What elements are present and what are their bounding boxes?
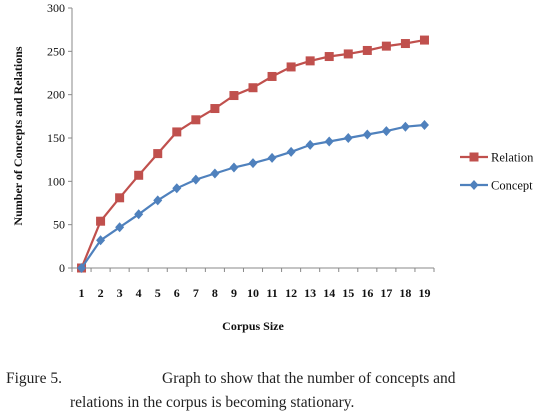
x-tick-label: 13 [304, 286, 316, 300]
y-tick-label: 300 [47, 1, 65, 15]
concept-point [419, 120, 429, 130]
relation-point [229, 91, 239, 101]
x-tick-label: 7 [193, 286, 199, 300]
relation-point [248, 83, 258, 93]
x-axis-title: Corpus Size [222, 319, 284, 333]
x-tick-label: 4 [136, 286, 142, 300]
relation-point [96, 216, 106, 226]
relation-point [153, 149, 163, 159]
concept-point [134, 209, 144, 220]
concept-point [343, 133, 353, 143]
x-tick-label: 15 [342, 286, 354, 300]
x-tick-label: 10 [247, 286, 259, 300]
relation-point [400, 39, 410, 49]
legend: Relation Concept [460, 151, 534, 193]
x-tick-label: 11 [266, 286, 277, 300]
y-tick-label: 150 [47, 131, 65, 145]
x-tick-label: 5 [155, 286, 161, 300]
relation-point [267, 71, 277, 81]
concept-point [77, 263, 87, 273]
concept-point [381, 126, 391, 137]
x-tick-labels: 1 2 3 4 5 6 7 8 9 10 11 12 13 14 15 16 17 18 19 [79, 286, 431, 300]
x-tick-label: 3 [117, 286, 123, 300]
concept-point [267, 152, 277, 163]
concept-point [286, 146, 296, 157]
x-tick-label: 12 [285, 286, 297, 300]
legend-label: Concept [491, 179, 533, 193]
relation-point [191, 115, 201, 125]
x-tick-label: 14 [323, 286, 335, 300]
relation-point [134, 170, 144, 180]
x-tick-label: 2 [98, 286, 104, 300]
concept-point [115, 222, 125, 233]
concept-point [210, 168, 220, 179]
concept-point [400, 121, 410, 132]
caption-line-2: relations in the corpus is becoming stat… [70, 394, 355, 411]
legend-label: Relation [491, 151, 534, 165]
concept-line [80, 123, 425, 269]
relation-point [343, 49, 353, 59]
relation-point [172, 127, 182, 137]
x-tick-label: 17 [380, 286, 392, 300]
series-layer [77, 35, 429, 273]
figure-label: Figure 5. [6, 370, 62, 387]
concept-point [191, 174, 201, 185]
relation-point [115, 193, 125, 203]
relation-point [305, 56, 315, 66]
concept-point [172, 183, 182, 194]
series-relation [77, 35, 429, 273]
legend-swatch-marker [469, 152, 479, 162]
caption-line-1: Graph to show that the number of concept… [162, 370, 456, 387]
concept-point [362, 129, 372, 140]
relation-point [210, 104, 220, 114]
relation-point [419, 35, 429, 45]
y-tick-label: 50 [53, 218, 65, 232]
legend-item-relation: Relation [460, 151, 534, 165]
y-tick-label: 200 [47, 88, 65, 102]
legend-item-concept: Concept [460, 179, 533, 193]
concept-point [305, 139, 315, 150]
concept-point [153, 195, 163, 206]
x-tick-label: 16 [361, 286, 373, 300]
y-axis-title: Number of Concepts and Relations [11, 46, 25, 225]
y-tick-label: 100 [47, 174, 65, 188]
relation-point [381, 41, 391, 51]
x-tick-label: 8 [212, 286, 218, 300]
legend-swatch-marker [469, 180, 479, 190]
x-tick-label: 1 [79, 286, 85, 300]
x-tick-label: 6 [174, 286, 180, 300]
concept-point [229, 162, 239, 173]
concept-point [248, 158, 258, 169]
chart-axes [68, 7, 435, 272]
x-tick-label: 18 [399, 286, 411, 300]
x-tick-label: 19 [418, 286, 430, 300]
y-tick-labels: 0 50 100 150 200 250 300 [47, 1, 65, 275]
relation-point [324, 52, 334, 62]
y-tick-label: 250 [47, 44, 65, 58]
concept-point [96, 235, 106, 246]
relation-point [286, 62, 296, 72]
relation-line [80, 39, 425, 269]
concept-point [324, 136, 334, 147]
relation-point [362, 45, 372, 55]
x-tick-label: 9 [231, 286, 237, 300]
series-concept [77, 120, 429, 273]
y-tick-label: 0 [59, 261, 65, 275]
